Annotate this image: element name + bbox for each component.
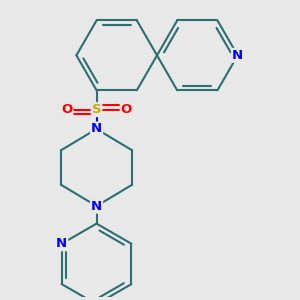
Text: N: N xyxy=(91,122,102,136)
Text: N: N xyxy=(91,200,102,213)
Text: O: O xyxy=(121,103,132,116)
Text: O: O xyxy=(61,103,72,116)
Text: N: N xyxy=(232,49,243,62)
Text: S: S xyxy=(92,103,101,116)
Text: N: N xyxy=(56,237,67,250)
